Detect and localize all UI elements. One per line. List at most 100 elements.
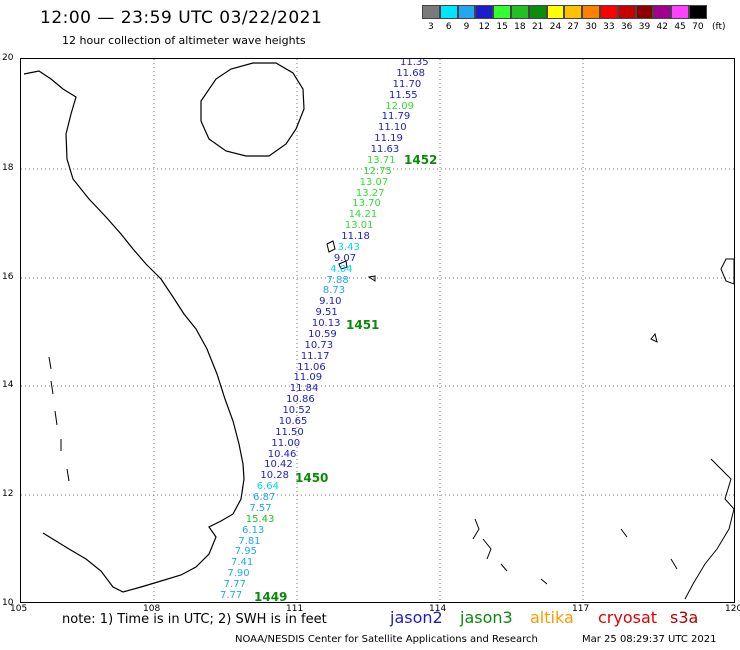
wave-height-value: 11.10 [377, 122, 407, 134]
footer-note: note: 1) Time is in UTC; 2) SWH is in fe… [62, 612, 327, 627]
scale-swatch [635, 5, 654, 19]
scale-label: 39 [638, 22, 651, 32]
wave-height-value: 7.95 [234, 546, 257, 558]
map-panel: 11.35 11.68 11.70 11.55 12.09 11.79 11.10 11.19… [20, 58, 735, 603]
scale-label: 42 [656, 22, 668, 32]
scale-swatch [617, 5, 636, 19]
scale-label: 24 [549, 22, 562, 32]
wave-height-value: 10.52 [282, 405, 312, 417]
scale-label: 12 [478, 22, 491, 32]
scale-swatch [439, 5, 458, 19]
wave-height-value: 9.07 [333, 252, 357, 264]
scale-label: 9 [463, 22, 470, 32]
wave-height-value: 11.84 [289, 383, 319, 395]
wave-height-value: 15.43 [245, 513, 275, 525]
scale-swatch [546, 5, 565, 19]
scale-label: 15 [496, 22, 508, 32]
coastline-vietnam [23, 70, 245, 593]
scale-label: 36 [620, 22, 633, 32]
longitude-label: 111 [286, 604, 304, 614]
color-scale-labels: 3 6 9 12 15 18 21 24 27 30 33 36 39 42 45 70 [422, 22, 707, 32]
wave-height-value: 10.28 [260, 470, 290, 482]
pass-time-label: 1452 [404, 153, 438, 167]
scale-swatch [475, 5, 494, 19]
scale-swatch [422, 5, 440, 19]
scale-label: 6 [445, 22, 452, 32]
scale-swatch [688, 5, 707, 19]
coastline-hainan [200, 62, 305, 157]
scale-label: 27 [567, 22, 579, 32]
wave-height-value: 11.70 [392, 78, 422, 90]
wave-height-value: 10.86 [286, 394, 315, 406]
wave-height-value: 10.13 [311, 318, 341, 330]
lat-lon-grid [21, 59, 734, 602]
wave-height-value: 10.42 [264, 459, 293, 471]
wave-height-value: 7.88 [326, 274, 349, 286]
longitude-label: 114 [429, 604, 447, 614]
longitude-label: 117 [572, 604, 590, 614]
longitude-label: 120 [725, 604, 740, 614]
satellite-name: s3a [670, 608, 699, 627]
scale-label: 70 [692, 22, 704, 32]
scale-label: 18 [514, 22, 526, 32]
scale-swatch [582, 5, 600, 19]
wave-height-value: 3.43 [337, 241, 360, 253]
map-title: 12:00 — 23:59 UTC 03/22/2021 [40, 8, 323, 28]
scale-label: 30 [585, 22, 597, 32]
wave-height-value: 8.73 [322, 285, 346, 297]
wave-height-value: 11.68 [396, 67, 425, 79]
wave-height-value: 11.79 [381, 111, 411, 123]
wave-height-value: 11.35 [400, 58, 429, 68]
wave-height-value: 10.73 [304, 339, 334, 351]
map-canvas [21, 59, 734, 602]
wave-height-value: 11.50 [275, 426, 304, 438]
map-subtitle: 12 hour collection of altimeter wave hei… [62, 34, 306, 47]
wave-height-value: 13.71 [366, 154, 396, 166]
scale-label: 33 [603, 22, 615, 32]
coastline-islands [48, 240, 734, 600]
pass-time-label: 1451 [346, 318, 380, 332]
longitude-label: 105 [10, 604, 28, 614]
longitude-label: 108 [143, 604, 161, 614]
wave-height-value: 11.17 [300, 350, 330, 362]
wave-height-value: 9.10 [319, 296, 342, 308]
satellite-name: cryosat [598, 608, 658, 627]
latitude-label: 10 [2, 598, 14, 608]
wave-height-value: 6.64 [256, 481, 279, 493]
satellite-name: jason2 [390, 608, 443, 627]
wave-height-value: 11.63 [370, 144, 400, 156]
latitude-label: 20 [2, 53, 14, 63]
wave-height-value: 13.01 [344, 220, 374, 232]
scale-label: 21 [531, 22, 544, 32]
wave-height-value: 9.51 [315, 307, 338, 319]
wave-height-value: 7.90 [227, 568, 250, 580]
wave-height-value: 11.55 [388, 89, 418, 101]
scale-swatch [510, 5, 529, 19]
latitude-label: 12 [2, 489, 14, 499]
scale-swatch [457, 5, 476, 19]
wave-height-value: 10.59 [308, 328, 337, 340]
wave-height-value: 7.41 [231, 557, 254, 569]
latitude-label: 14 [2, 380, 14, 390]
wave-height-value: 10.65 [278, 415, 308, 427]
scale-swatch [528, 5, 547, 19]
wave-height-value: 13.70 [352, 198, 381, 210]
pass-time-label: 1449 [254, 590, 288, 603]
scale-swatch [564, 5, 583, 19]
wave-height-value: 12.75 [363, 165, 392, 177]
scale-swatch [671, 5, 689, 19]
wave-height-value: 6.87 [253, 492, 276, 504]
latitude-label: 16 [2, 272, 14, 282]
wave-height-value: 7.77 [220, 590, 243, 601]
wave-height-value: 11.18 [341, 231, 370, 243]
wave-height-value: 11.00 [271, 437, 301, 449]
scale-label: 3 [428, 22, 434, 32]
scale-label: 45 [674, 22, 686, 32]
wave-height-value: 10.46 [267, 448, 297, 460]
wave-height-value: 7.57 [249, 502, 272, 514]
wave-height-color-scale [422, 5, 707, 19]
wave-height-value: 11.06 [297, 361, 326, 373]
wave-height-value: 12.09 [385, 100, 414, 112]
wave-height-value: 7.81 [238, 535, 261, 547]
wave-height-value: 6.13 [242, 524, 265, 536]
